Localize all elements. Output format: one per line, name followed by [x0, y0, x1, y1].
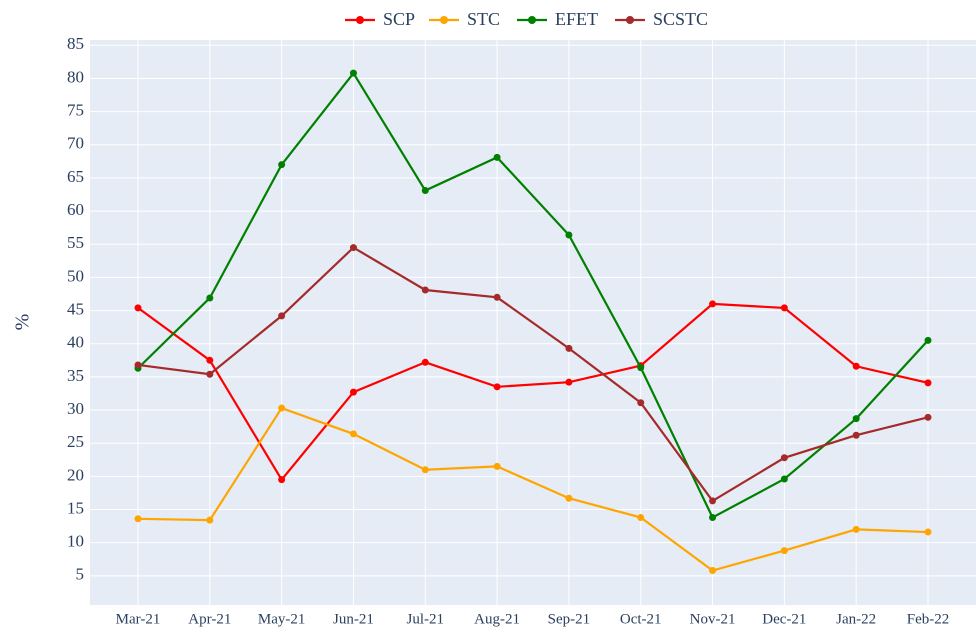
point: [709, 567, 717, 575]
x-tick-label: Nov-21: [690, 611, 736, 627]
point: [709, 513, 717, 521]
series-line: [137, 406, 929, 572]
y-tick-label: 65: [67, 167, 84, 186]
x-tick-label: Jul-21: [407, 611, 445, 627]
point: [278, 161, 286, 169]
point: [493, 153, 501, 161]
point: [349, 430, 357, 438]
legend-label: SCP: [383, 9, 415, 29]
point: [206, 370, 214, 378]
x-tick-label: Dec-21: [762, 611, 806, 627]
point: [852, 431, 860, 439]
point: [780, 475, 788, 483]
x-tick-label: Jan-22: [836, 611, 876, 627]
point: [421, 358, 429, 366]
y-tick-label: 15: [67, 498, 84, 517]
point: [134, 361, 142, 369]
point: [637, 364, 645, 372]
point: [852, 362, 860, 370]
y-tick-label: 75: [67, 101, 84, 120]
series-line: [137, 302, 929, 482]
point: [206, 294, 214, 302]
y-tick-label: 10: [67, 532, 84, 551]
legend-label: EFET: [555, 9, 598, 29]
y-tick-label: 70: [67, 134, 84, 153]
x-tick-label: Aug-21: [474, 611, 520, 627]
point: [924, 379, 932, 387]
point: [780, 304, 788, 312]
point: [709, 497, 717, 505]
x-tick-label: Jun-21: [333, 611, 374, 627]
point: [565, 231, 573, 239]
x-tick-label: Apr-21: [188, 611, 231, 627]
point: [493, 462, 501, 470]
y-tick-label: 20: [67, 465, 84, 484]
point: [709, 300, 717, 308]
point: [924, 528, 932, 536]
point: [565, 494, 573, 502]
x-tick-label: Sep-21: [548, 611, 591, 627]
point: [565, 378, 573, 386]
y-tick-label: 60: [67, 200, 84, 219]
point: [493, 293, 501, 301]
y-tick-label: 45: [67, 299, 84, 318]
legend-label: SCSTC: [653, 9, 708, 29]
point: [421, 286, 429, 294]
point: [780, 454, 788, 462]
y-tick-label: 25: [67, 432, 84, 451]
x-tick-label: May-21: [258, 611, 306, 627]
point: [493, 383, 501, 391]
point: [852, 525, 860, 533]
point: [349, 244, 357, 252]
y-tick-label: 85: [67, 34, 84, 53]
y-tick-label: 30: [67, 399, 84, 418]
legend-marker: [356, 16, 364, 24]
point: [924, 336, 932, 344]
series-line: [137, 71, 929, 519]
y-tick-label: 5: [76, 565, 85, 584]
point: [924, 413, 932, 421]
legend-label: STC: [467, 9, 500, 29]
point: [278, 404, 286, 412]
x-tick-label: Oct-21: [620, 611, 662, 627]
point: [206, 356, 214, 364]
point: [134, 515, 142, 523]
legend-marker: [626, 16, 634, 24]
y-tick-label: 55: [67, 233, 84, 252]
series-line: [137, 246, 929, 503]
x-tick-label: Feb-22: [907, 611, 950, 627]
y-tick-label: 35: [67, 366, 84, 385]
point: [780, 547, 788, 555]
legend-marker: [528, 16, 536, 24]
point: [278, 476, 286, 484]
point: [206, 516, 214, 524]
y-tick-label: 50: [67, 266, 84, 285]
y-tick-label: 40: [67, 333, 84, 352]
legend-marker: [440, 16, 448, 24]
point: [637, 513, 645, 521]
point: [421, 187, 429, 195]
y-tick-label: 80: [67, 67, 84, 86]
point: [349, 69, 357, 77]
point: [852, 415, 860, 423]
point: [134, 304, 142, 312]
point: [349, 388, 357, 396]
x-tick-label: Mar-21: [116, 611, 161, 627]
point: [637, 399, 645, 407]
point: [565, 344, 573, 352]
point: [421, 466, 429, 474]
point: [278, 312, 286, 320]
y-axis-label: %: [12, 314, 34, 331]
